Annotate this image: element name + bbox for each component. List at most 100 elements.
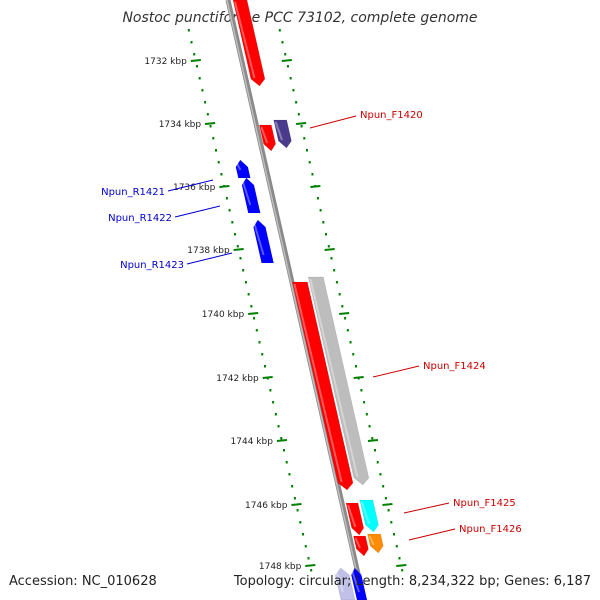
outer-track-dot bbox=[395, 545, 398, 548]
outer-track-dot bbox=[382, 485, 385, 488]
outer-tick-track bbox=[278, 29, 407, 572]
inner-track-dot bbox=[198, 77, 201, 80]
scale-tick-label: 1734 kbp bbox=[159, 120, 202, 130]
feature-labels: Npun_F1420 Npun_R1421 Npun_R1422 Npun_R1423… bbox=[101, 110, 522, 541]
inner-track-dot bbox=[212, 137, 215, 140]
gene-feature[interactable] bbox=[353, 535, 369, 557]
outer-track-dot bbox=[335, 281, 338, 284]
outer-track-dot bbox=[374, 449, 376, 452]
gene-feature[interactable] bbox=[273, 119, 292, 149]
outer-track-dot bbox=[354, 365, 357, 368]
inner-track-dot bbox=[307, 557, 310, 560]
scale-tick-label: 1740 kbp bbox=[202, 310, 245, 320]
gene-label[interactable]: Npun_F1424 bbox=[423, 361, 486, 372]
outer-track-dot bbox=[327, 245, 330, 248]
gene-feature[interactable] bbox=[235, 159, 251, 179]
inner-track-dot bbox=[255, 329, 258, 332]
outer-track-dot bbox=[384, 497, 387, 500]
scale-tick-label: 1732 kbp bbox=[144, 57, 187, 67]
gene-feature-shine bbox=[234, 1, 256, 79]
outer-track-dot bbox=[390, 521, 393, 524]
inner-track-dot bbox=[239, 257, 242, 260]
gene-label[interactable]: Npun_R1422 bbox=[108, 213, 172, 224]
inner-track-dot bbox=[293, 497, 296, 500]
inner-track-dot bbox=[204, 101, 207, 104]
outer-track-dot bbox=[365, 413, 368, 416]
outer-track-dot bbox=[398, 557, 401, 560]
gene-feature[interactable] bbox=[253, 219, 274, 264]
label-leader-line bbox=[408, 528, 456, 541]
gene-feature[interactable] bbox=[259, 124, 276, 152]
gene-feature-shine bbox=[347, 504, 357, 528]
label-leader-line bbox=[372, 365, 420, 378]
outer-track-dot bbox=[292, 89, 295, 92]
inner-track-dot bbox=[280, 437, 283, 440]
gene-label[interactable]: Npun_R1423 bbox=[120, 260, 184, 271]
outer-track-dot bbox=[278, 29, 281, 32]
inner-tick-track: 1732 kbp 1734 kbp 1736 kbp 1738 kbp 1740 kbp… bbox=[144, 29, 316, 572]
backbone-line bbox=[225, 0, 367, 600]
inner-track-dot bbox=[234, 233, 237, 236]
gene-feature-shine bbox=[360, 501, 371, 525]
inner-track-dot bbox=[244, 281, 247, 284]
gene-label[interactable]: Npun_F1425 bbox=[453, 498, 516, 509]
gene-feature[interactable] bbox=[307, 276, 370, 486]
gene-feature[interactable] bbox=[241, 177, 261, 214]
outer-track-dot bbox=[363, 401, 366, 404]
gene-feature[interactable] bbox=[351, 567, 368, 600]
inner-track-dot bbox=[302, 533, 305, 536]
inner-track-dot bbox=[250, 305, 253, 308]
scale-tick bbox=[291, 503, 302, 506]
gene-feature[interactable] bbox=[367, 533, 384, 554]
outer-track-dot bbox=[352, 353, 355, 356]
inner-track-dot bbox=[272, 401, 275, 404]
label-leader-line bbox=[167, 179, 214, 192]
gene-feature-shine bbox=[260, 126, 269, 144]
inner-track-dot bbox=[296, 509, 299, 512]
gene-feature[interactable] bbox=[232, 0, 266, 87]
gene-feature[interactable] bbox=[345, 502, 364, 536]
label-leader-line bbox=[174, 205, 221, 218]
outer-track-dot bbox=[387, 509, 390, 512]
inner-track-dot bbox=[263, 365, 266, 368]
label-leader-line bbox=[186, 252, 233, 265]
inner-track-dot bbox=[288, 473, 291, 476]
outer-track-dot bbox=[308, 161, 311, 164]
scale-tick-label: 1746 kbp bbox=[245, 501, 288, 511]
gene-label[interactable]: Npun_F1426 bbox=[459, 524, 522, 535]
inner-track-dot bbox=[247, 293, 250, 296]
scale-tick bbox=[281, 59, 292, 62]
inner-track-dot bbox=[299, 521, 302, 524]
inner-track-dot bbox=[236, 245, 239, 248]
outer-track-dot bbox=[371, 437, 374, 440]
scale-tick bbox=[353, 376, 364, 379]
inner-track-dot bbox=[291, 485, 294, 488]
scale-tick bbox=[233, 248, 244, 251]
genome-backbone bbox=[225, 0, 367, 600]
outer-track-dot bbox=[376, 461, 379, 464]
scale-tick bbox=[219, 185, 230, 188]
map-title: Nostoc punctiforme PCC 73102, complete g… bbox=[122, 10, 478, 26]
scale-tick bbox=[310, 185, 321, 188]
outer-track-dot bbox=[349, 341, 352, 344]
gene-feature-shine bbox=[241, 179, 252, 206]
gene-feature[interactable] bbox=[359, 499, 379, 533]
inner-track-dot bbox=[258, 341, 261, 344]
outer-track-dot bbox=[393, 533, 396, 536]
inner-track-dot bbox=[253, 317, 256, 320]
gene-feature-shine bbox=[293, 283, 343, 483]
gene-label[interactable]: Npun_R1421 bbox=[101, 187, 165, 198]
scale-tick bbox=[296, 122, 307, 125]
scale-tick bbox=[305, 564, 316, 567]
scale-tick bbox=[276, 439, 288, 442]
gene-feature[interactable] bbox=[335, 567, 356, 600]
gene-feature[interactable] bbox=[292, 281, 354, 491]
gene-label[interactable]: Npun_F1420 bbox=[360, 110, 423, 121]
label-leader-line bbox=[403, 502, 450, 514]
inner-track-dot bbox=[201, 89, 204, 92]
genome-summary-text: Topology: circular; Length: 8,234,322 bp… bbox=[233, 574, 591, 589]
outer-track-dot bbox=[322, 221, 325, 224]
feature-track bbox=[232, 0, 384, 600]
outer-track-dot bbox=[311, 173, 314, 176]
